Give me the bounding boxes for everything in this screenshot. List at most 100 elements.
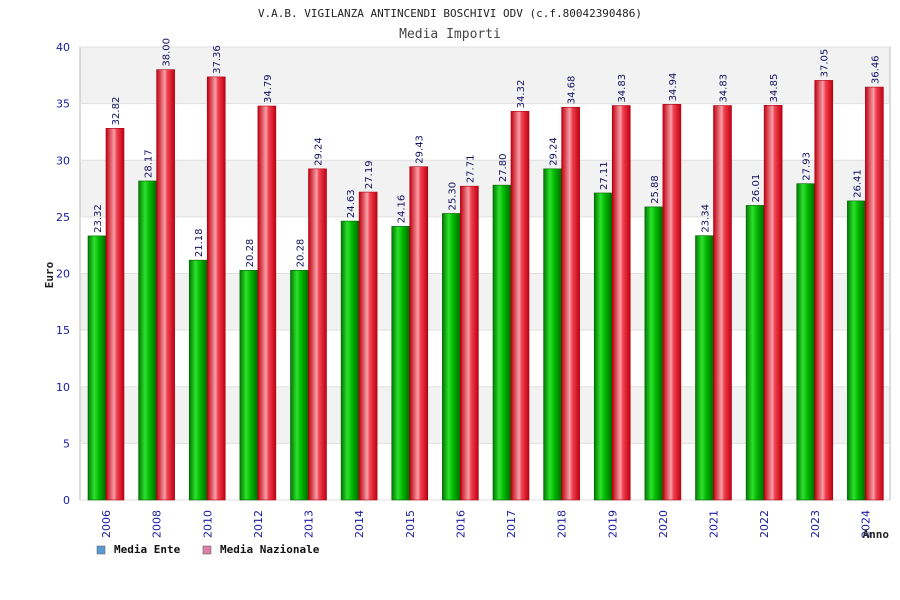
bar-media-ente-2006 <box>87 235 107 501</box>
bar-media-ente-2017 <box>492 184 512 501</box>
y-tick-label: 35 <box>56 98 70 111</box>
data-label: 34.79 <box>263 74 274 103</box>
x-axis-ticks: 2006 2008 2010 2012 2013 2014 2015 2016 2017 2018… <box>100 510 872 538</box>
data-label: 29.24 <box>314 137 325 166</box>
bar-media-ente-2018 <box>543 168 562 501</box>
x-tick-label: 2014 <box>353 510 366 538</box>
bar-media-nazionale-2015 <box>409 166 429 501</box>
data-label: 34.83 <box>719 74 730 103</box>
data-label: 26.41 <box>852 169 863 198</box>
x-tick-label: 2018 <box>556 510 569 538</box>
bar-media-ente-2019 <box>593 192 613 501</box>
x-tick-label: 2016 <box>454 510 467 538</box>
legend-label-media-nazionale: Media Nazionale <box>220 543 320 556</box>
bar-media-nazionale-2013 <box>308 168 327 501</box>
bar-media-nazionale-2012 <box>257 105 277 501</box>
x-tick-label: 2022 <box>758 510 771 538</box>
data-label: 24.16 <box>397 195 408 224</box>
data-label: 21.18 <box>194 228 205 257</box>
y-tick-label: 40 <box>56 41 70 54</box>
data-label: 36.46 <box>870 55 881 84</box>
legend-label-media-ente: Media Ente <box>114 543 181 556</box>
data-label: 24.63 <box>346 189 357 218</box>
data-label: 32.82 <box>111 97 122 126</box>
data-label: 34.83 <box>617 74 628 103</box>
y-tick-label: 15 <box>56 324 70 337</box>
bars <box>87 69 884 501</box>
y-axis-ticks: 0 5 10 15 20 25 30 35 40 <box>56 41 70 507</box>
data-label: 28.17 <box>144 149 155 178</box>
bar-media-nazionale-2016 <box>460 185 479 501</box>
data-label: 27.80 <box>498 154 509 183</box>
bar-media-nazionale-2008 <box>156 69 175 501</box>
x-tick-label: 2008 <box>151 510 164 538</box>
data-label: 34.94 <box>668 73 679 102</box>
x-tick-label: 2012 <box>252 510 265 538</box>
bar-media-nazionale-2019 <box>611 105 631 501</box>
x-tick-label: 2010 <box>201 510 214 538</box>
x-tick-label: 2017 <box>505 510 518 538</box>
bar-media-nazionale-2021 <box>713 105 732 501</box>
bar-media-nazionale-2024 <box>865 86 884 501</box>
data-label: 34.85 <box>769 74 780 103</box>
data-label: 23.34 <box>701 204 712 233</box>
x-tick-label: 2024 <box>859 510 872 538</box>
y-axis-label: Euro <box>43 261 56 288</box>
y-tick-label: 20 <box>56 268 70 281</box>
bar-media-ente-2022 <box>745 205 765 501</box>
bar-media-ente-2023 <box>796 183 816 501</box>
bar-media-ente-2016 <box>442 213 461 501</box>
chart-title: V.A.B. VIGILANZA ANTINCENDI BOSCHIVI ODV… <box>258 7 642 20</box>
y-tick-label: 0 <box>63 494 70 507</box>
bar-media-nazionale-2018 <box>561 106 580 501</box>
bar-media-ente-2020 <box>644 206 664 501</box>
y-tick-label: 25 <box>56 211 70 224</box>
bar-media-ente-2024 <box>847 200 866 501</box>
data-label: 37.36 <box>212 45 223 74</box>
data-labels: 23.32 32.82 28.17 38.00 21.18 37.36 20.28 34.79… <box>93 38 881 267</box>
x-tick-label: 2019 <box>606 510 619 538</box>
data-label: 25.88 <box>650 175 661 204</box>
bar-media-nazionale-2014 <box>358 191 378 501</box>
data-label: 27.11 <box>599 161 610 190</box>
bar-media-ente-2015 <box>391 226 411 501</box>
y-tick-label: 10 <box>56 381 70 394</box>
bar-media-ente-2021 <box>695 235 714 501</box>
data-label: 38.00 <box>162 38 173 67</box>
data-label: 34.68 <box>567 76 578 105</box>
bar-media-ente-2012 <box>239 270 259 501</box>
chart-subtitle: Media Importi <box>399 27 501 42</box>
data-label: 27.71 <box>465 155 476 184</box>
bar-media-nazionale-2023 <box>814 80 834 501</box>
legend-swatch-media-nazionale <box>202 545 212 555</box>
bar-media-nazionale-2010 <box>206 76 226 501</box>
y-tick-label: 5 <box>63 437 70 450</box>
data-label: 25.30 <box>447 182 458 211</box>
data-label: 20.28 <box>245 239 256 268</box>
bar-media-nazionale-2006 <box>105 128 125 501</box>
y-tick-label: 30 <box>56 154 70 167</box>
legend-swatch-media-ente <box>96 545 106 555</box>
data-label: 27.93 <box>802 152 813 181</box>
bar-media-nazionale-2022 <box>763 105 783 501</box>
data-label: 27.19 <box>364 160 375 189</box>
bar-media-ente-2013 <box>290 270 309 501</box>
x-tick-label: 2023 <box>809 510 822 538</box>
bar-media-nazionale-2020 <box>662 104 682 501</box>
bar-media-nazionale-2017 <box>510 111 530 501</box>
x-tick-label: 2006 <box>100 510 113 538</box>
x-tick-label: 2013 <box>303 510 316 538</box>
x-tick-label: 2021 <box>708 510 721 538</box>
bar-media-ente-2008 <box>138 180 157 501</box>
legend: Media Ente Media Nazionale <box>96 543 320 556</box>
data-label: 29.43 <box>415 135 426 164</box>
data-label: 20.28 <box>296 239 307 268</box>
data-label: 37.05 <box>820 49 831 78</box>
data-label: 26.01 <box>751 174 762 203</box>
data-label: 34.32 <box>516 80 527 109</box>
x-tick-label: 2015 <box>404 510 417 538</box>
data-label: 23.32 <box>93 204 104 233</box>
x-tick-label: 2020 <box>657 510 670 538</box>
bar-media-ente-2014 <box>340 220 360 501</box>
